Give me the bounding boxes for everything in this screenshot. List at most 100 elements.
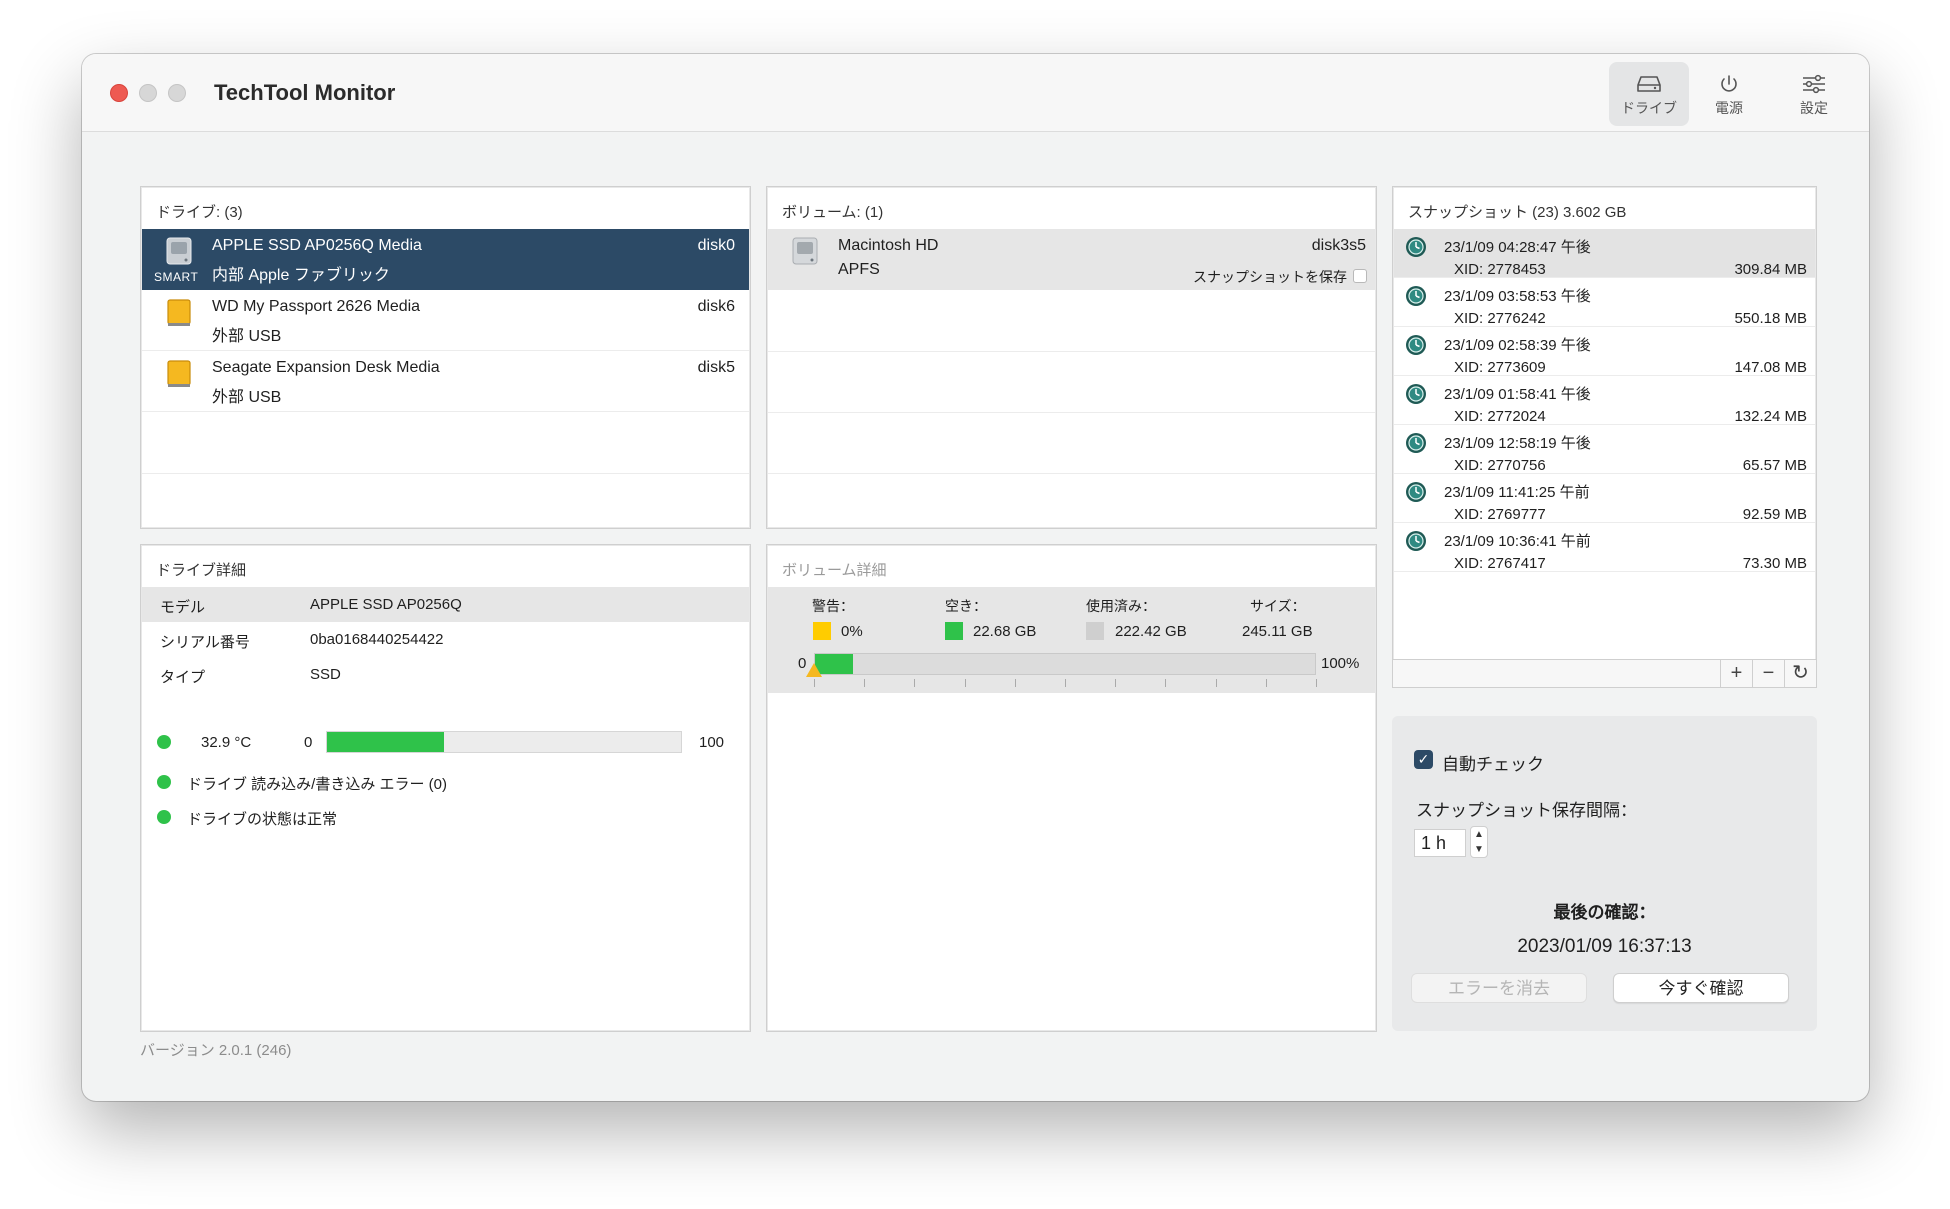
- time-machine-icon: [1406, 335, 1426, 355]
- drives-panel: ドライブ: (3) SMART APPLE SSD AP0256Q Media …: [140, 186, 751, 529]
- drive-row[interactable]: WD My Passport 2626 Media 外部 USB disk6: [142, 290, 749, 351]
- drive-row[interactable]: Seagate Expansion Desk Media 外部 USB disk…: [142, 351, 749, 412]
- drive-disk-id: disk0: [697, 237, 735, 254]
- refresh-icon[interactable]: ↻: [1784, 660, 1816, 687]
- snapshot-size: 309.84 MB: [1734, 261, 1807, 278]
- detail-row-type: タイプ SSD: [142, 657, 749, 692]
- row-divider: [142, 473, 749, 474]
- save-snapshot-label: スナップショットを保存: [1193, 269, 1347, 285]
- detail-row-model: モデル APPLE SSD AP0256Q: [142, 587, 749, 622]
- interval-label: スナップショット保存間隔：: [1416, 801, 1637, 820]
- toolbar-settings-label: 設定: [1800, 100, 1828, 116]
- volume-details-title: ボリューム詳細: [782, 562, 887, 579]
- toolbar-settings-button[interactable]: 設定: [1774, 62, 1854, 126]
- detail-key: モデル: [160, 599, 206, 616]
- app-window: TechTool Monitor ドライブ 電源: [82, 54, 1869, 1101]
- toolbar-drive-button[interactable]: ドライブ: [1609, 62, 1689, 126]
- capacity-tick: [1165, 679, 1167, 687]
- snapshot-row[interactable]: 23/1/09 04:28:47 午後 XID: 2778453 309.84 MB: [1394, 229, 1815, 278]
- drive-row[interactable]: SMART APPLE SSD AP0256Q Media 内部 Apple フ…: [142, 229, 749, 290]
- detail-value: 0ba0168440254422: [310, 631, 444, 648]
- capacity-tick: [1065, 679, 1066, 687]
- temperature-min: 0: [304, 734, 313, 751]
- warning-swatch: [813, 622, 831, 640]
- snapshot-size: 132.24 MB: [1734, 408, 1807, 425]
- snapshot-xid: XID: 2772024: [1454, 408, 1546, 425]
- capacity-tick: [964, 679, 966, 687]
- used-value: 222.42 GB: [1115, 623, 1187, 640]
- row-divider: [768, 351, 1375, 352]
- capacity-max: 100%: [1321, 655, 1360, 672]
- volume-row[interactable]: Macintosh HD APFS disk3s5 スナップショットを保存: [768, 229, 1375, 290]
- interval-stepper[interactable]: ▲ ▼: [1470, 826, 1488, 858]
- toolbar-power-label: 電源: [1715, 100, 1743, 116]
- capacity-bar-fill: [815, 654, 853, 674]
- auto-check-checkbox[interactable]: ✓: [1414, 750, 1433, 769]
- capacity-min: 0: [798, 655, 807, 672]
- snapshot-row[interactable]: 23/1/09 03:58:53 午後 XID: 2776242 550.18 MB: [1394, 278, 1815, 327]
- auto-check-panel: ✓ 自動チェック スナップショット保存間隔： 1 h ▲ ▼ 最後の確認： 202…: [1392, 716, 1817, 1031]
- auto-check-label: 自動チェック: [1442, 755, 1544, 774]
- temperature-bar: [326, 731, 682, 753]
- snapshot-date: 23/1/09 02:58:39 午後: [1444, 337, 1591, 354]
- temperature-value: 32.9 °C: [201, 734, 252, 751]
- health-status: ドライブの状態は正常: [187, 811, 338, 828]
- temperature-status-icon: [157, 735, 171, 749]
- minimize-button[interactable]: [139, 84, 157, 102]
- last-check-time: 2023/01/09 16:37:13: [1517, 936, 1692, 957]
- snapshot-xid: XID: 2770756: [1454, 457, 1546, 474]
- capacity-tick: [914, 679, 916, 687]
- internal-ssd-icon: [166, 237, 192, 265]
- snapshot-row[interactable]: 23/1/09 12:58:19 午後 XID: 2770756 65.57 MB: [1394, 425, 1815, 474]
- time-machine-icon: [1406, 433, 1426, 453]
- external-drive-icon: [167, 360, 191, 387]
- row-divider: [768, 412, 1375, 413]
- snapshot-date: 23/1/09 12:58:19 午後: [1444, 435, 1591, 452]
- used-label: 使用済み：: [1086, 598, 1156, 614]
- capacity-tick: [864, 679, 866, 687]
- detail-value: APPLE SSD AP0256Q: [310, 596, 462, 613]
- check-now-button[interactable]: 今すぐ確認: [1613, 973, 1789, 1003]
- close-button[interactable]: [110, 84, 128, 102]
- warning-marker-icon[interactable]: [806, 663, 822, 677]
- time-machine-icon: [1406, 286, 1426, 306]
- snapshot-xid: XID: 2778453: [1454, 261, 1546, 278]
- snapshot-row[interactable]: 23/1/09 02:58:39 午後 XID: 2773609 147.08 MB: [1394, 327, 1815, 376]
- snapshot-row[interactable]: 23/1/09 11:41:25 午前 XID: 2769777 92.59 MB: [1394, 474, 1815, 523]
- capacity-bar: [814, 653, 1316, 675]
- sliders-icon: [1803, 74, 1825, 94]
- clear-errors-button[interactable]: エラーを消去: [1411, 973, 1587, 1003]
- capacity-tick: [1316, 679, 1317, 687]
- snapshots-title: スナップショット (23) 3.602 GB: [1408, 204, 1627, 221]
- used-swatch: [1086, 622, 1104, 640]
- app-title: TechTool Monitor: [214, 80, 396, 105]
- warning-label: 警告：: [812, 598, 854, 614]
- snapshot-date: 23/1/09 11:41:25 午前: [1444, 484, 1590, 501]
- snapshot-row[interactable]: 23/1/09 10:36:41 午前 XID: 2767417 73.30 MB: [1394, 523, 1815, 572]
- save-snapshot-checkbox[interactable]: [1353, 269, 1367, 283]
- snapshot-date: 23/1/09 01:58:41 午後: [1444, 386, 1591, 403]
- remove-snapshot-button[interactable]: −: [1752, 660, 1784, 687]
- toolbar-power-button[interactable]: 電源: [1689, 62, 1769, 126]
- snapshot-xid: XID: 2773609: [1454, 359, 1546, 376]
- free-value: 22.68 GB: [973, 623, 1037, 640]
- free-swatch: [945, 622, 963, 640]
- drives-title: ドライブ: (3): [156, 204, 243, 221]
- interval-field[interactable]: 1 h: [1414, 829, 1466, 857]
- time-machine-icon: [1406, 482, 1426, 502]
- snapshot-size: 92.59 MB: [1742, 506, 1807, 523]
- snapshot-xid: XID: 2767417: [1454, 555, 1546, 572]
- time-machine-icon: [1406, 384, 1426, 404]
- zoom-button[interactable]: [168, 84, 186, 102]
- io-status-icon: [157, 775, 171, 789]
- detail-row-serial: シリアル番号 0ba0168440254422: [142, 622, 749, 657]
- external-drive-icon: [167, 299, 191, 326]
- title-bar: TechTool Monitor ドライブ 電源: [82, 54, 1869, 132]
- snapshot-row[interactable]: 23/1/09 01:58:41 午後 XID: 2772024 132.24 MB: [1394, 376, 1815, 425]
- free-label: 空き：: [945, 598, 987, 614]
- last-check-label: 最後の確認：: [1553, 903, 1656, 922]
- capacity-tick: [1115, 679, 1117, 687]
- add-snapshot-button[interactable]: +: [1720, 660, 1752, 687]
- detail-key: シリアル番号: [160, 634, 250, 651]
- row-divider: [768, 473, 1375, 474]
